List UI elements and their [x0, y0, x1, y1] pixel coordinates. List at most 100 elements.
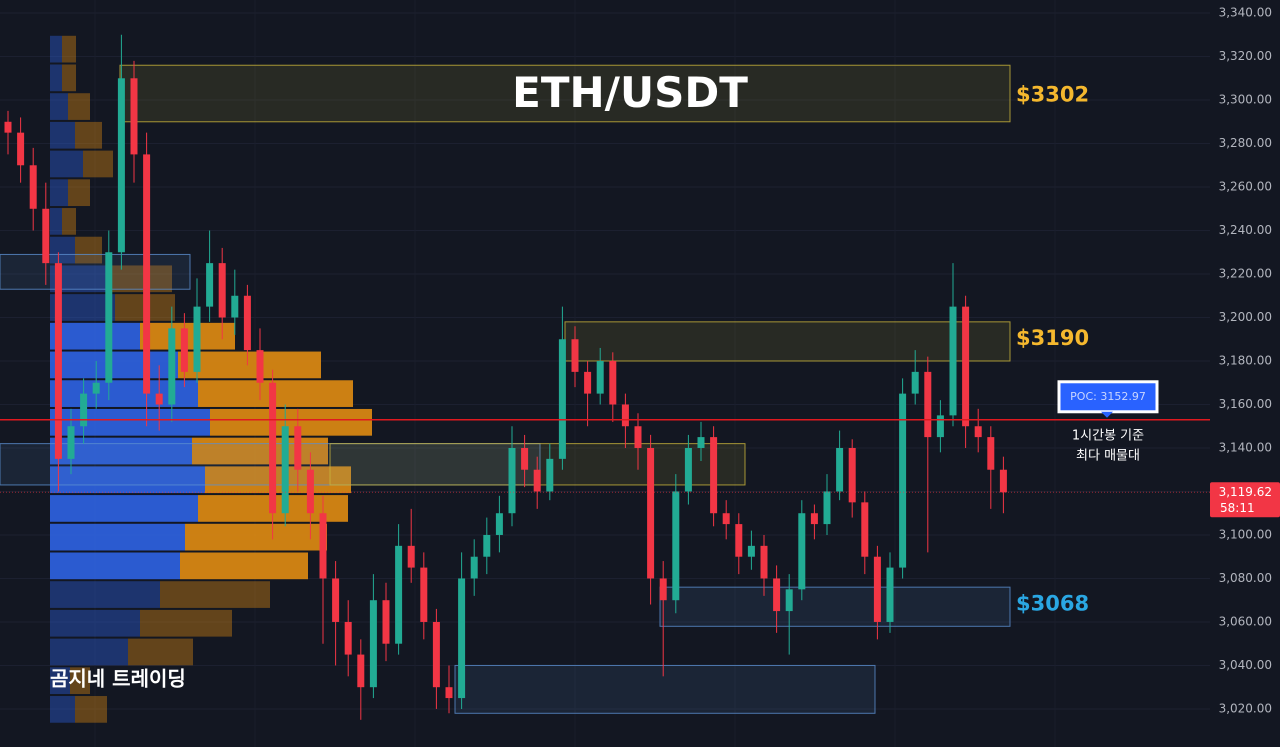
candle-body [269, 382, 277, 514]
profile-sell-bar [210, 408, 372, 436]
chart-title: ETH/USDT [512, 68, 748, 117]
zone-box [564, 321, 1011, 362]
countdown: 58:11 [1220, 501, 1255, 515]
candle-body [924, 371, 932, 438]
profile-buy-bar [50, 408, 210, 436]
candle-body [206, 263, 214, 307]
profile-buy-bar [50, 667, 70, 695]
candle-body [810, 513, 818, 525]
profile-buy-bar [50, 236, 75, 264]
profile-sell-bar [180, 552, 308, 580]
candle-body [823, 491, 831, 525]
candle-body [848, 447, 856, 503]
candles [4, 34, 1007, 720]
zone-label: $3190 [1016, 326, 1089, 350]
candle-body [168, 328, 176, 405]
profile-sell-bar [70, 667, 90, 695]
y-tick-label: 3,040.00 [1219, 658, 1272, 672]
profile-sell-bar [160, 581, 270, 608]
candle-body [306, 469, 314, 514]
profile-sell-bar [83, 150, 113, 178]
y-tick-label: 3,240.00 [1219, 223, 1272, 237]
candle-body [193, 306, 201, 372]
profile-buy-bar [50, 208, 62, 235]
profile-buy-bar [50, 150, 83, 178]
candle-body [785, 589, 793, 612]
candle-body [974, 426, 982, 438]
candle-body [722, 513, 730, 525]
candle-body [873, 556, 881, 622]
candle-body [218, 263, 226, 318]
candle-body [760, 545, 768, 579]
candle-body [647, 447, 655, 579]
candle-body [999, 469, 1007, 493]
candle-body [773, 578, 781, 612]
candle-body [180, 328, 188, 372]
y-tick-label: 3,320.00 [1219, 49, 1272, 63]
profile-sell-bar [75, 236, 102, 264]
annotation: 최다 매물대 [1076, 448, 1140, 463]
profile-buy-bar [50, 322, 140, 350]
candle-body [546, 458, 554, 492]
candle-body [684, 447, 692, 492]
candle-body [962, 306, 970, 427]
poc-label-box [1057, 380, 1159, 414]
profile-buy-bar [50, 696, 75, 723]
profile-sell-bar [68, 179, 90, 207]
profile-buy-bar [50, 609, 140, 637]
profile-buy-bar [50, 179, 68, 207]
candle-body [17, 132, 25, 166]
candle-body [911, 371, 919, 394]
candle-body [432, 621, 440, 688]
y-tick-label: 3,080.00 [1219, 571, 1272, 585]
candle-body [609, 360, 617, 405]
last-price-label: 3,119.62 [1219, 485, 1272, 499]
candle-body [54, 263, 62, 459]
zone-label: $3068 [1016, 592, 1089, 616]
candle-body [4, 121, 12, 133]
candle-body [42, 208, 50, 264]
candle-body [533, 469, 541, 492]
zone-label: $3302 [1016, 83, 1089, 107]
profile-buy-bar [50, 380, 198, 407]
candle-body [256, 350, 264, 383]
profile-buy-bar [50, 93, 68, 120]
candle-body [470, 556, 478, 579]
candle-body [231, 295, 239, 318]
profile-sell-bar [192, 437, 328, 465]
candle-body [243, 295, 251, 351]
candle-body [634, 426, 642, 448]
y-tick-label: 3,060.00 [1219, 614, 1272, 628]
candle-body [67, 426, 75, 459]
y-tick-label: 3,220.00 [1219, 267, 1272, 281]
candle-body [319, 513, 327, 579]
profile-buy-bar [50, 121, 75, 149]
candle-body [407, 545, 415, 568]
watermark: 곰지네 트레이딩 [50, 667, 186, 691]
candle-body [886, 567, 894, 622]
candle-body [130, 78, 138, 155]
candle-body [747, 545, 755, 557]
zone-box [0, 253, 191, 290]
y-tick-label: 3,020.00 [1219, 701, 1272, 715]
candle-body [382, 600, 390, 644]
candle-body [735, 524, 743, 557]
y-tick-label: 3,140.00 [1219, 440, 1272, 454]
candle-body [621, 404, 629, 427]
candle-body [117, 78, 125, 253]
profile-buy-bar [50, 466, 205, 494]
candle-body [596, 360, 604, 394]
candle-body [710, 437, 718, 514]
candle-body [281, 426, 289, 514]
profile-buy-bar [50, 495, 198, 522]
candle-body [936, 415, 944, 438]
candle-body [861, 502, 869, 557]
profile-sell-bar [185, 523, 327, 551]
y-tick-label: 3,160.00 [1219, 397, 1272, 411]
candle-body [369, 600, 377, 688]
profile-sell-bar [112, 265, 172, 293]
profile-sell-bar [140, 609, 232, 637]
